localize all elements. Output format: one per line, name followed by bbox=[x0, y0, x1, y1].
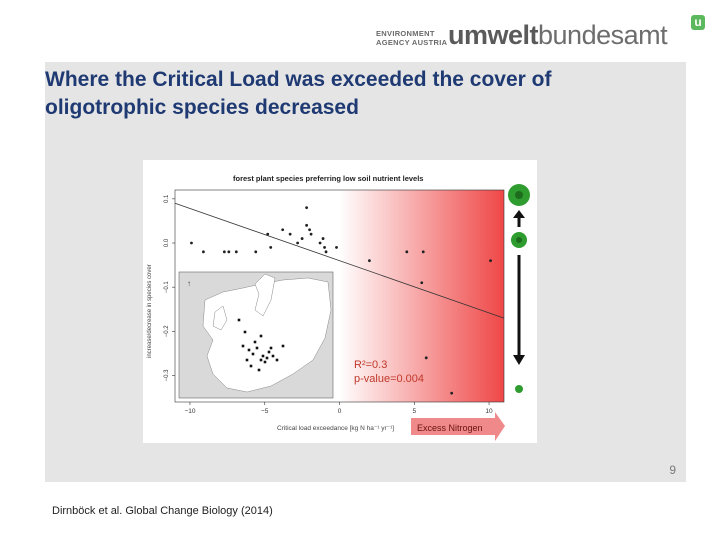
map-site-marker bbox=[281, 344, 285, 348]
scatter-chart: ↑ forest plant species preferring low so… bbox=[147, 174, 530, 441]
map-site-marker bbox=[259, 358, 263, 362]
figure-frame: ↑ forest plant species preferring low so… bbox=[143, 160, 537, 443]
data-point bbox=[450, 391, 454, 395]
citation: Dirnböck et al. Global Change Biology (2… bbox=[52, 505, 273, 517]
y-tick-label: −0.1 bbox=[164, 281, 170, 294]
slide-title: Where the Critical Load was exceeded the… bbox=[45, 68, 552, 119]
map-site-marker bbox=[261, 354, 265, 358]
arrow-shape bbox=[411, 412, 505, 441]
data-point bbox=[335, 246, 338, 249]
page-number: 9 bbox=[669, 463, 676, 477]
map-site-markers bbox=[237, 318, 285, 372]
small-plant-icon bbox=[515, 385, 523, 393]
points-group bbox=[190, 206, 492, 395]
y-tick-label: 0.1 bbox=[164, 194, 170, 203]
data-point bbox=[323, 246, 326, 249]
logo-agency-text: ENVIRONMENT AGENCY AUSTRIA bbox=[376, 29, 447, 47]
data-point bbox=[190, 241, 193, 245]
exceedance-gradient bbox=[339, 190, 504, 402]
map-site-marker bbox=[275, 358, 279, 362]
data-point bbox=[489, 259, 492, 263]
data-point bbox=[202, 250, 205, 254]
map-site-marker bbox=[255, 346, 259, 350]
data-point bbox=[324, 250, 328, 254]
x-tick-label: −10 bbox=[184, 408, 195, 415]
data-point bbox=[420, 281, 424, 285]
map-site-marker bbox=[269, 346, 273, 350]
map-site-marker bbox=[271, 354, 275, 358]
cover-up-arrow bbox=[513, 210, 525, 218]
data-point bbox=[308, 228, 311, 232]
x-tick-label: −5 bbox=[261, 408, 269, 415]
logo-light-part: bundesamt bbox=[538, 20, 668, 50]
large-plant-center bbox=[515, 191, 523, 199]
regression-line bbox=[174, 202, 505, 319]
map-site-marker bbox=[249, 364, 253, 368]
y-tick-label: −0.3 bbox=[164, 369, 170, 382]
data-point bbox=[405, 250, 409, 254]
data-point bbox=[266, 232, 270, 236]
data-point bbox=[321, 237, 325, 240]
excess-nitrogen-arrow: Excess Nitrogen bbox=[411, 412, 505, 441]
map-site-marker bbox=[245, 358, 249, 362]
data-point bbox=[305, 206, 308, 210]
cover-down-arrow bbox=[513, 355, 525, 365]
logo-mark-icon: u bbox=[691, 15, 705, 30]
x-axis-label: Critical load exceedance [kg N ha⁻¹ yr⁻¹… bbox=[277, 425, 394, 432]
data-point bbox=[305, 223, 308, 227]
data-point bbox=[309, 232, 313, 236]
y-axis-label: increase/decrease in species cover bbox=[147, 264, 153, 358]
logo-bold-part: umwelt bbox=[448, 20, 539, 50]
axes-group: −10 −5 0 5 10 0.1 0.0 −0.1 −0.2 −0.3 bbox=[164, 194, 493, 415]
map-britain bbox=[212, 305, 228, 331]
r-squared-annotation: R²=0.3 bbox=[354, 359, 387, 371]
data-point bbox=[222, 250, 226, 254]
arrow-label: Excess Nitrogen bbox=[417, 423, 483, 433]
data-point bbox=[281, 228, 285, 232]
y-tick-label: −0.2 bbox=[164, 325, 170, 338]
map-site-marker bbox=[267, 350, 271, 354]
data-point bbox=[227, 250, 231, 254]
x-tick-label: 5 bbox=[412, 408, 416, 415]
map-site-marker bbox=[257, 368, 261, 372]
europe-map-inset: ↑ bbox=[178, 271, 334, 399]
map-north-arrow: ↑ bbox=[187, 279, 191, 288]
x-tick-label: 10 bbox=[485, 408, 493, 415]
p-value-annotation: p-value=0.004 bbox=[354, 373, 424, 385]
data-point bbox=[368, 259, 371, 263]
data-point bbox=[300, 237, 304, 240]
plant-cover-illustration bbox=[508, 184, 530, 393]
logo-line-2: AGENCY AUSTRIA bbox=[376, 38, 448, 47]
map-site-marker bbox=[263, 360, 267, 364]
data-point bbox=[296, 241, 300, 245]
map-site-marker bbox=[247, 348, 251, 352]
map-site-marker bbox=[237, 318, 241, 322]
data-point bbox=[269, 246, 273, 249]
data-point bbox=[288, 232, 292, 236]
map-scandinavia bbox=[254, 273, 276, 317]
data-point bbox=[254, 250, 258, 254]
map-site-marker bbox=[251, 352, 255, 356]
slide-header: ENVIRONMENT AGENCY AUSTRIA umweltbundesa… bbox=[0, 0, 720, 62]
y-tick-label: 0.0 bbox=[164, 238, 170, 247]
map-site-marker bbox=[241, 344, 245, 348]
umweltbundesamt-logo: umweltbundesamt bbox=[448, 20, 668, 51]
chart-title: forest plant species preferring low soil… bbox=[233, 174, 423, 183]
map-site-marker bbox=[259, 334, 263, 338]
map-site-marker bbox=[265, 356, 269, 360]
map-site-marker bbox=[253, 340, 257, 344]
map-site-marker bbox=[243, 330, 247, 334]
medium-plant-center bbox=[516, 237, 522, 243]
data-point bbox=[318, 241, 322, 245]
data-point bbox=[424, 356, 428, 360]
data-point bbox=[421, 250, 425, 254]
x-tick-label: 0 bbox=[338, 408, 342, 415]
data-point bbox=[234, 250, 238, 254]
logo-line-1: ENVIRONMENT bbox=[376, 29, 435, 38]
